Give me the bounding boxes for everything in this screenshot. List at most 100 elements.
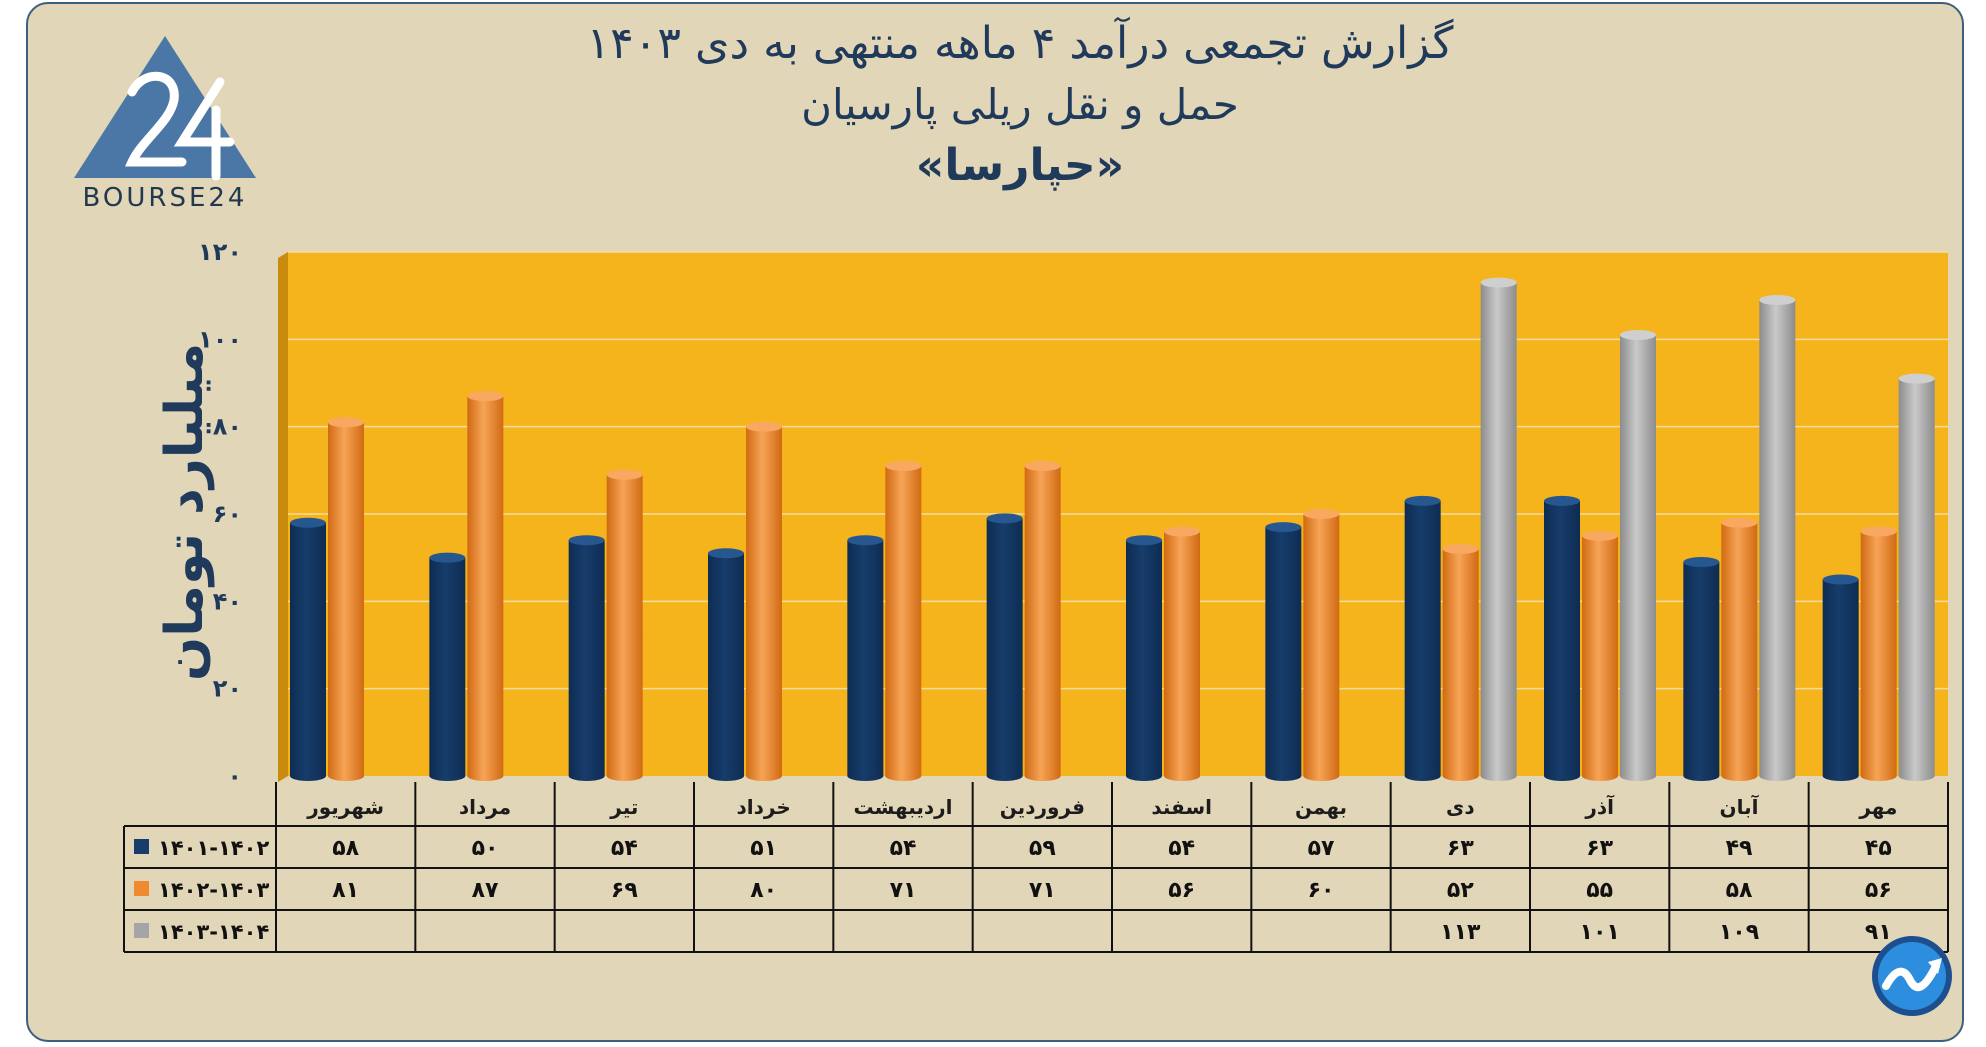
data-label: ۵۴ — [890, 836, 917, 861]
bar — [1620, 334, 1656, 776]
data-label: ۵۷ — [1308, 836, 1335, 861]
bar-base — [1582, 771, 1618, 781]
bar — [1126, 540, 1162, 776]
legend-entry: ۱۴۰۲-۱۴۰۳ — [158, 878, 269, 902]
legend-swatch — [134, 923, 149, 938]
bar — [328, 422, 364, 776]
bar-top — [1164, 526, 1200, 537]
bar-top — [1265, 522, 1302, 533]
bar-base — [986, 771, 1023, 781]
bar-base — [1126, 771, 1162, 781]
chart-title: گزارش تجمعی درآمد ۴ ماهه منتهی به دی ۱۴۰… — [586, 18, 1454, 69]
bar-base — [847, 771, 884, 781]
bar-top — [847, 535, 884, 546]
bar-base — [746, 771, 782, 781]
bar-top — [568, 535, 605, 546]
bar-base — [1164, 771, 1200, 781]
bar — [568, 540, 605, 776]
data-label: ۸۷ — [472, 878, 499, 903]
data-label: ۱۰۹ — [1719, 920, 1759, 945]
x-tick-label: آبان — [1720, 794, 1760, 819]
bar — [290, 522, 326, 776]
bar-top — [467, 391, 504, 402]
bar — [467, 396, 504, 776]
bar — [885, 465, 922, 776]
legend-entry: ۱۴۰۱-۱۴۰۲ — [158, 836, 269, 860]
bar-top — [1860, 526, 1897, 537]
bar-base — [885, 771, 922, 781]
bar-base — [568, 771, 605, 781]
bar — [986, 518, 1023, 776]
bar-top — [1822, 574, 1859, 585]
data-label: ۸۰ — [750, 878, 777, 903]
bar-top — [1898, 373, 1935, 384]
bar-top — [1683, 557, 1720, 568]
data-label: ۷۱ — [1029, 878, 1056, 903]
bar-base — [1442, 771, 1479, 781]
bar-base — [429, 771, 466, 781]
data-label: ۶۹ — [611, 878, 638, 903]
bar — [1898, 378, 1935, 776]
x-tick-label: دی — [1446, 795, 1475, 819]
bar-top — [1544, 495, 1580, 506]
x-tick-label: بهمن — [1295, 795, 1347, 819]
bar — [1822, 579, 1859, 776]
bar-top — [328, 417, 364, 428]
data-label: ۵۰ — [472, 836, 499, 861]
bar — [1164, 531, 1200, 776]
bar-base — [1822, 771, 1859, 781]
x-tick-label: مهر — [1858, 795, 1897, 819]
bar — [1759, 300, 1796, 776]
logo-digit-2 — [125, 71, 187, 167]
logo-digit-4 — [173, 77, 235, 181]
bar-top — [708, 548, 744, 559]
bar-top — [1303, 509, 1340, 519]
trend-arrow-icon[interactable] — [1868, 932, 1956, 1020]
bar — [1442, 548, 1479, 776]
x-tick-label: خرداد — [737, 795, 791, 819]
bar-base — [1860, 771, 1897, 781]
bar-top — [746, 421, 782, 432]
bar-base — [1024, 771, 1061, 781]
bar-base — [290, 771, 326, 781]
bar — [746, 426, 782, 776]
x-tick-label: شهریور — [306, 795, 384, 819]
y-tick-label: ۱۲۰ — [198, 238, 242, 266]
bar-base — [1721, 771, 1758, 781]
y-tick-label: ۶۰ — [213, 500, 242, 528]
data-label: ۵۶ — [1865, 878, 1892, 903]
bar-base — [708, 771, 744, 781]
bar — [1265, 527, 1302, 776]
bar — [606, 474, 643, 776]
data-label: ۵۹ — [1029, 836, 1056, 861]
bar — [1303, 514, 1340, 776]
y-tick-label: ۴۰ — [213, 587, 242, 615]
bar — [1721, 522, 1758, 776]
plot-side-wall — [278, 252, 288, 782]
data-label: ۵۸ — [1726, 878, 1753, 903]
chart-subtitle: حمل و نقل ریلی پارسیان — [801, 80, 1239, 129]
bar — [1683, 562, 1720, 776]
bar-base — [1480, 771, 1517, 781]
data-label: ۸۱ — [332, 878, 359, 903]
bar-base — [1898, 771, 1935, 781]
bar-top — [1442, 543, 1479, 554]
data-label: ۶۰ — [1308, 878, 1335, 903]
data-label: ۱۰۱ — [1580, 920, 1620, 945]
bar-base — [1683, 771, 1720, 781]
bar-top — [1721, 517, 1758, 528]
bar-top — [1620, 329, 1656, 340]
bar-top — [1126, 535, 1162, 546]
x-tick-label: اردیبهشت — [853, 795, 952, 819]
bar-base — [467, 771, 504, 781]
bar-base — [328, 771, 364, 781]
bar-top — [1582, 530, 1618, 541]
bar — [429, 557, 466, 776]
bar-top — [290, 517, 326, 528]
bar — [847, 540, 884, 776]
bar — [708, 553, 744, 776]
trend-icon-arrow — [1928, 958, 1942, 974]
data-label: ۶۳ — [1586, 836, 1613, 861]
bar-top — [1480, 277, 1517, 288]
